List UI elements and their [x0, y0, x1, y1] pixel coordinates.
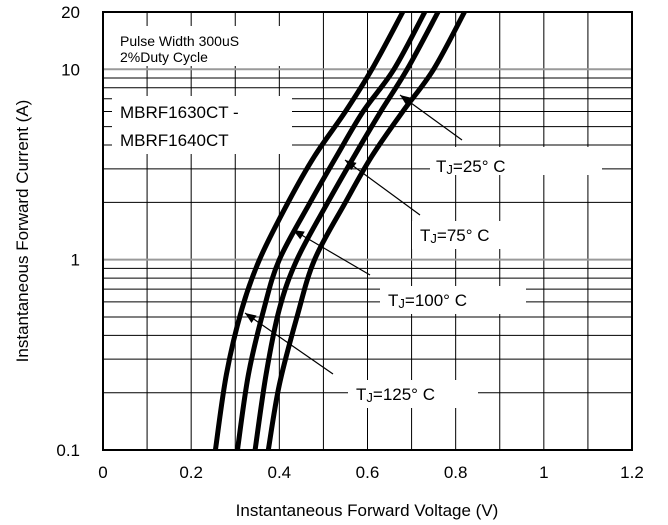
- curve-label: TJ=75° C: [420, 226, 490, 246]
- leader-arrowhead: [245, 313, 257, 323]
- x-tick-label: 0.6: [356, 463, 380, 482]
- x-tick-label: 0: [98, 463, 107, 482]
- series-line-3: [234, 10, 428, 451]
- leader-line: [399, 94, 463, 141]
- grid: [103, 12, 632, 450]
- leader-line: [344, 159, 421, 216]
- x-axis-title: Instantaneous Forward Voltage (V): [236, 501, 499, 520]
- leader-line: [292, 229, 371, 276]
- curve-label-box: [380, 286, 526, 314]
- y-tick-label: 1: [71, 251, 80, 270]
- curve-label-box: [412, 221, 530, 249]
- curve-label-box: [430, 147, 602, 175]
- tick-labels: 0 0.2 0.4 0.6 0.8 1 1.2 0.1 1 10 20: [56, 3, 643, 482]
- model-note-line1: MBRF1630CT -: [120, 103, 239, 122]
- x-tick-label: 0.8: [444, 463, 468, 482]
- series-line-4: [212, 10, 405, 451]
- series-line-1: [265, 10, 467, 451]
- curve-label: TJ=25° C: [436, 157, 506, 177]
- y-tick-label: 0.1: [56, 441, 80, 460]
- x-tick-label: 0.4: [268, 463, 292, 482]
- model-note-box: [112, 96, 292, 154]
- pulse-note-line1: Pulse Width 300uS: [120, 33, 239, 49]
- series-line-2: [252, 10, 441, 451]
- leader-arrowhead: [293, 230, 305, 240]
- curve-label: TJ=100° C: [388, 291, 467, 311]
- x-tick-label: 0.2: [179, 463, 203, 482]
- leader-arrowhead: [345, 160, 357, 171]
- curve-label: TJ=125° C: [356, 385, 435, 405]
- curve-labels: TJ=25° C TJ=75° C TJ=100° C TJ=125° C: [244, 94, 602, 408]
- y-tick-label: 20: [61, 3, 80, 22]
- leader-line: [244, 312, 334, 375]
- y-tick-label: 10: [61, 60, 80, 79]
- model-note-line2: MBRF1640CT: [120, 131, 229, 150]
- plot-frame: [102, 11, 633, 451]
- y-axis-title: Instantaneous Forward Current (A): [13, 100, 32, 363]
- x-tick-label: 1: [539, 463, 548, 482]
- pulse-note-line2: 2%Duty Cycle: [120, 49, 208, 65]
- leader-arrowhead: [400, 95, 412, 106]
- x-tick-label: 1.2: [620, 463, 644, 482]
- curve-label-box: [348, 380, 478, 408]
- pulse-note-box: [112, 26, 288, 66]
- curves: [212, 10, 467, 451]
